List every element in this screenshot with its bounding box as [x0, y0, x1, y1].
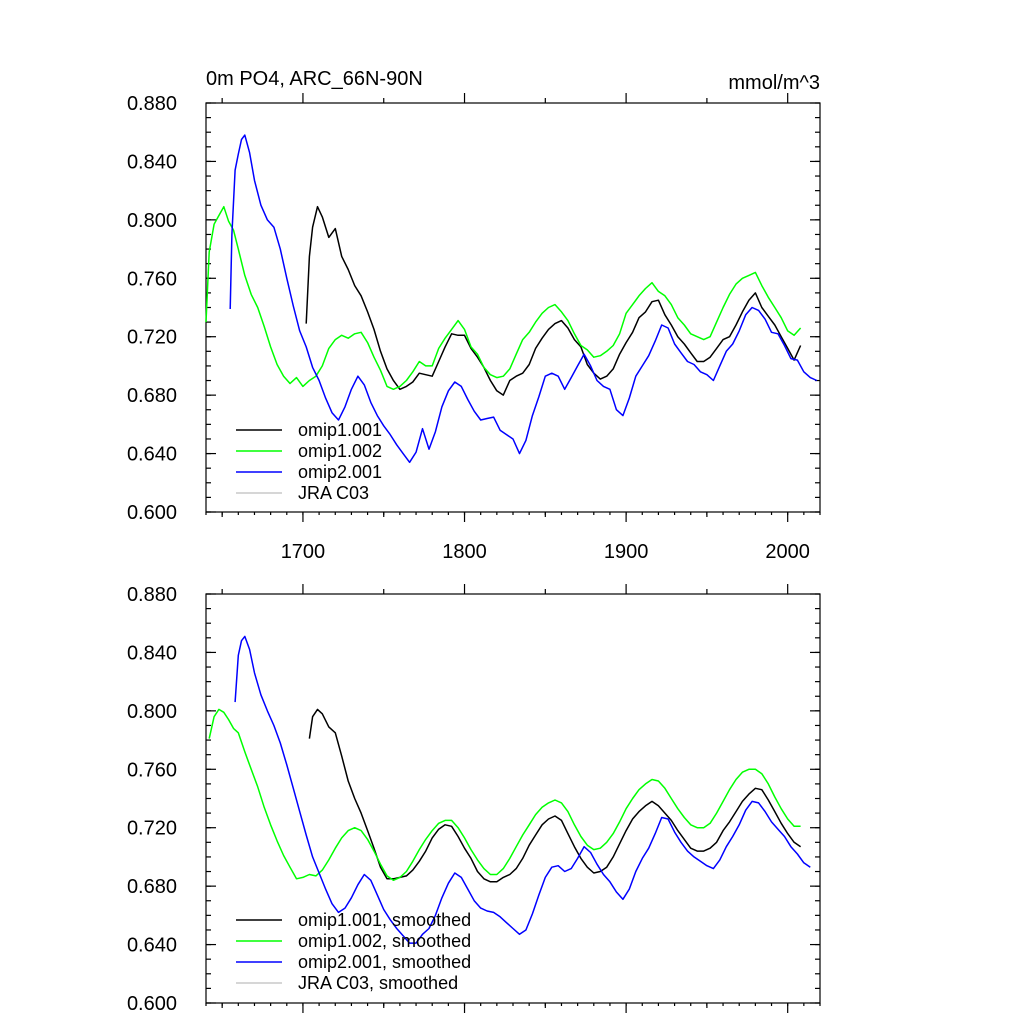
y-tick-label: 0.720 — [127, 818, 177, 840]
y-tick-label: 0.800 — [127, 210, 177, 232]
series-line-0 — [308, 708, 802, 883]
chart-title: 0m PO4, ARC_66N-90N — [206, 68, 423, 90]
legend-label: JRA C03 — [298, 483, 369, 503]
y-tick-label: 0.600 — [127, 993, 177, 1015]
y-tick-label: 0.840 — [127, 642, 177, 664]
y-tick-label: 0.840 — [127, 151, 177, 173]
panel-bottom: 0.600 0.640 0.680 0.720 0.760 0.800 0.840 0.880… — [127, 584, 821, 1015]
x-tick-label: 1800 — [442, 541, 487, 563]
legend-label: omip2.001 — [298, 462, 382, 482]
series-line-2 — [229, 134, 818, 464]
y-tick-label: 0.640 — [127, 444, 177, 466]
y-tick-label: 0.760 — [127, 759, 177, 781]
legend-label: omip1.002, smoothed — [298, 931, 471, 951]
series-line-0 — [305, 205, 802, 396]
legend-label: omip1.001, smoothed — [298, 910, 471, 930]
panel-top: 0.600 0.640 0.680 0.720 0.760 0.800 0.840 0.880… — [127, 68, 821, 563]
y-tick-label: 0.720 — [127, 327, 177, 349]
series-line-2 — [234, 635, 811, 944]
y-tick-label: 0.680 — [127, 876, 177, 898]
units-label: mmol/m^3 — [728, 72, 820, 94]
y-tick-label: 0.760 — [127, 268, 177, 290]
legend-label: omip1.001 — [298, 420, 382, 440]
y-tick-label: 0.600 — [127, 502, 177, 524]
x-tick-label: 2000 — [765, 541, 810, 563]
y-tick-label: 0.880 — [127, 93, 177, 115]
y-tick-label: 0.880 — [127, 584, 177, 606]
legend-label: omip2.001, smoothed — [298, 952, 471, 972]
legend-label: JRA C03, smoothed — [298, 973, 458, 993]
series-line-1 — [205, 205, 802, 391]
y-tick-label: 0.680 — [127, 385, 177, 407]
series-line-1 — [208, 708, 801, 882]
x-tick-label: 1900 — [604, 541, 649, 563]
x-tick-label: 1700 — [281, 541, 326, 563]
y-tick-label: 0.800 — [127, 701, 177, 723]
legend-label: omip1.002 — [298, 441, 382, 461]
y-tick-label: 0.640 — [127, 935, 177, 957]
